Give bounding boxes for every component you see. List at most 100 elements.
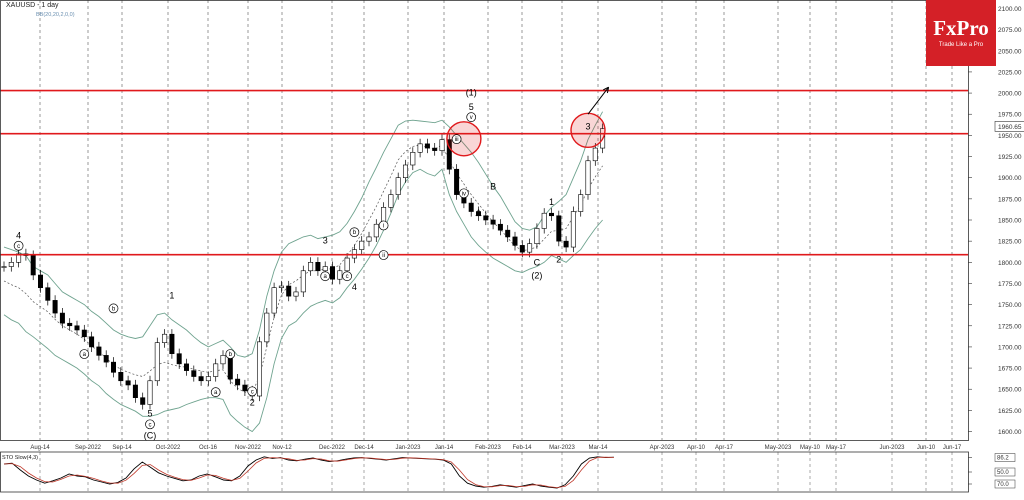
candle-body xyxy=(1,266,7,268)
candle-body xyxy=(271,287,277,314)
y-tick-label: 1625.00 xyxy=(998,408,1022,415)
candle-body xyxy=(227,355,233,380)
target-arrow xyxy=(587,86,609,115)
y-tick-label: 1975.00 xyxy=(998,112,1022,119)
wave-label: b xyxy=(112,306,116,312)
indicator-label: BB(20,20,2,0,0) xyxy=(36,12,75,18)
wave-label: ii xyxy=(382,253,385,259)
candle-body xyxy=(256,341,262,397)
candle-body xyxy=(140,397,146,405)
x-tick-label: Sep-14 xyxy=(112,445,132,451)
x-tick-label: Mar-14 xyxy=(588,445,608,451)
candle-body xyxy=(446,139,452,170)
candle-body xyxy=(468,202,474,212)
x-tick-label: May-10 xyxy=(800,445,821,451)
x-tick-label: Dec-14 xyxy=(354,445,374,451)
wave-label: b xyxy=(229,352,233,358)
y-tick-label: 2025.00 xyxy=(998,69,1022,76)
highlight-circle xyxy=(446,121,482,157)
candle-body xyxy=(366,236,372,242)
bollinger-lower-band xyxy=(3,168,603,433)
wave-label-circle xyxy=(466,112,477,123)
y-tick-label: 1950.00 xyxy=(998,133,1022,140)
candle-body xyxy=(475,211,481,217)
candle-body xyxy=(8,262,14,267)
y-tick-label: 1650.00 xyxy=(998,387,1022,394)
target-arrow-head xyxy=(603,86,610,94)
brand-logo: FxPro Trade Like a Pro xyxy=(926,0,996,66)
wave-label: iv xyxy=(462,191,466,197)
candle-body xyxy=(395,177,401,195)
x-tick-label: Sep-2022 xyxy=(75,445,102,451)
wave-label: 4 xyxy=(16,231,21,241)
y-tick-label: 1700.00 xyxy=(998,344,1022,351)
wave-label-circle xyxy=(378,250,389,260)
candle-body xyxy=(96,346,102,356)
candle-body xyxy=(198,376,204,382)
candle-body xyxy=(118,372,124,382)
candle-body xyxy=(373,223,379,238)
wave-label: 1 xyxy=(549,197,554,207)
y-tick-label: 1600.00 xyxy=(998,429,1022,436)
candle-body xyxy=(67,322,73,327)
candle-body xyxy=(242,384,248,392)
candle-body xyxy=(30,255,36,276)
candle-body xyxy=(315,262,321,272)
candle-body xyxy=(512,236,518,246)
candle-body xyxy=(541,212,547,229)
candle-body xyxy=(74,325,80,331)
candle-body xyxy=(16,253,22,263)
x-tick-label: Jun-10 xyxy=(917,445,936,451)
x-tick-label: Jan-2023 xyxy=(395,445,421,451)
candle-body xyxy=(563,240,569,248)
y-tick-label: 1775.00 xyxy=(998,281,1022,288)
x-tick-label: Dec-2022 xyxy=(319,445,346,451)
candle-body xyxy=(570,211,576,248)
current-price-label: 1960.65 xyxy=(998,124,1022,131)
sto-tick-label: 70.0 xyxy=(997,482,1009,488)
y-tick-label: 1875.00 xyxy=(998,196,1022,203)
candle-body xyxy=(176,353,182,365)
candle-body xyxy=(162,333,168,343)
wave-label-circle xyxy=(145,419,155,430)
x-tick-label: Aug-14 xyxy=(30,445,50,451)
stochastic-d-line xyxy=(3,456,614,489)
candle-body xyxy=(534,228,540,244)
wave-label: a xyxy=(214,390,218,396)
highlight-circle xyxy=(570,112,606,149)
candle-body xyxy=(483,215,489,221)
candle-body xyxy=(147,380,153,405)
x-tick-label: Nov-12 xyxy=(272,445,292,451)
candle-body xyxy=(359,240,365,250)
stochastic-label: STO Slow(4,3) xyxy=(2,455,38,461)
wave-label: (1) xyxy=(466,88,477,98)
candle-body xyxy=(59,312,65,324)
candle-body xyxy=(410,152,416,166)
wave-label: i xyxy=(383,223,384,229)
sto-tick-box xyxy=(994,479,1016,489)
candle-body xyxy=(344,257,350,272)
candle-body xyxy=(548,212,554,217)
y-tick-label: 1825.00 xyxy=(998,239,1022,246)
candle-body xyxy=(89,336,95,348)
x-tick-label: Jan-14 xyxy=(435,445,454,451)
candle-body xyxy=(300,270,306,293)
y-tick-label: 1925.00 xyxy=(998,154,1022,161)
candle-body xyxy=(439,139,445,151)
candle-body xyxy=(351,249,357,259)
wave-label: 3 xyxy=(585,121,590,131)
sto-tick-box xyxy=(994,453,1016,462)
wave-label-circle xyxy=(451,134,462,145)
candle-body xyxy=(556,215,562,242)
candle-body xyxy=(432,147,438,151)
candle-body xyxy=(454,168,460,195)
wave-label-circle xyxy=(225,349,236,359)
candle-body xyxy=(592,147,598,162)
candle-body xyxy=(220,355,226,365)
candle-body xyxy=(169,333,175,354)
candle-body xyxy=(278,285,284,288)
x-tick-label: May-17 xyxy=(826,445,847,451)
